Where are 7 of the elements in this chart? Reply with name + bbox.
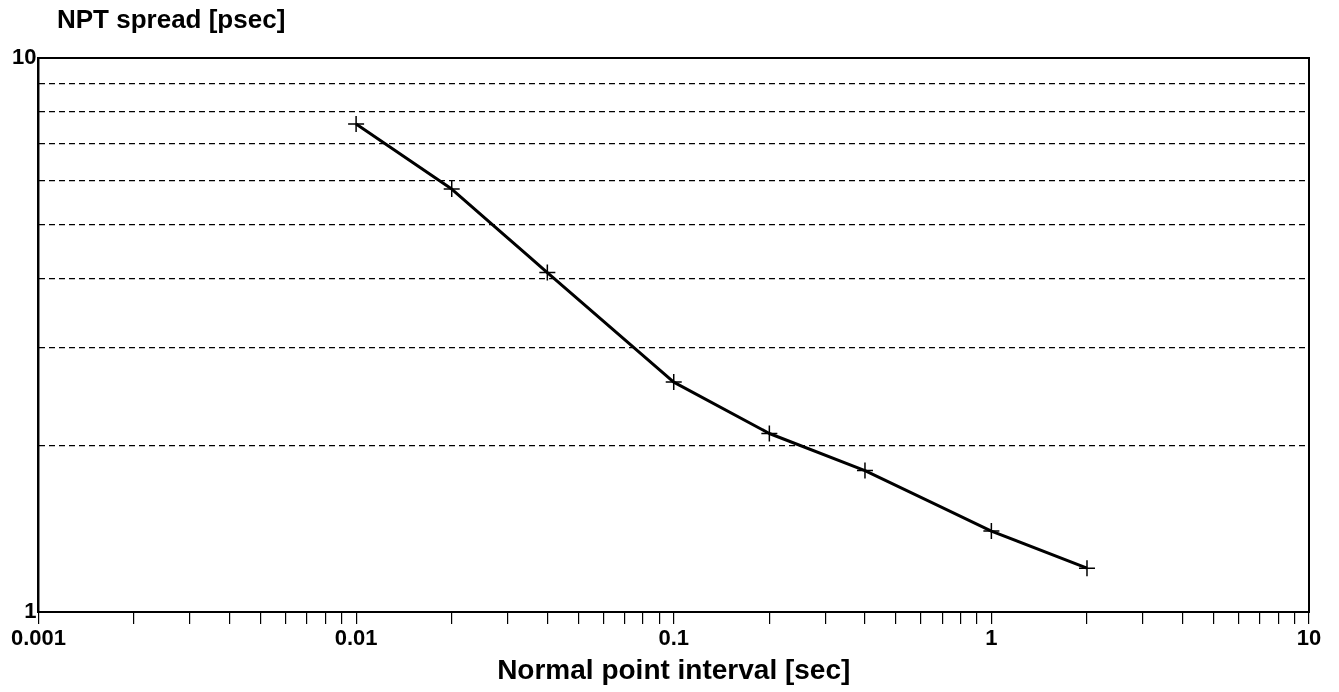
x-tick-label: 10 (1296, 625, 1322, 651)
x-tick-label: 0.01 (334, 625, 378, 651)
y-axis-title: NPT spread [psec] (57, 4, 286, 35)
x-tick-label: 0.1 (658, 625, 690, 651)
x-tick-label: 0.001 (10, 625, 66, 651)
x-axis-title: Normal point interval [sec] (497, 653, 851, 685)
x-tick-label: 1 (985, 625, 998, 651)
